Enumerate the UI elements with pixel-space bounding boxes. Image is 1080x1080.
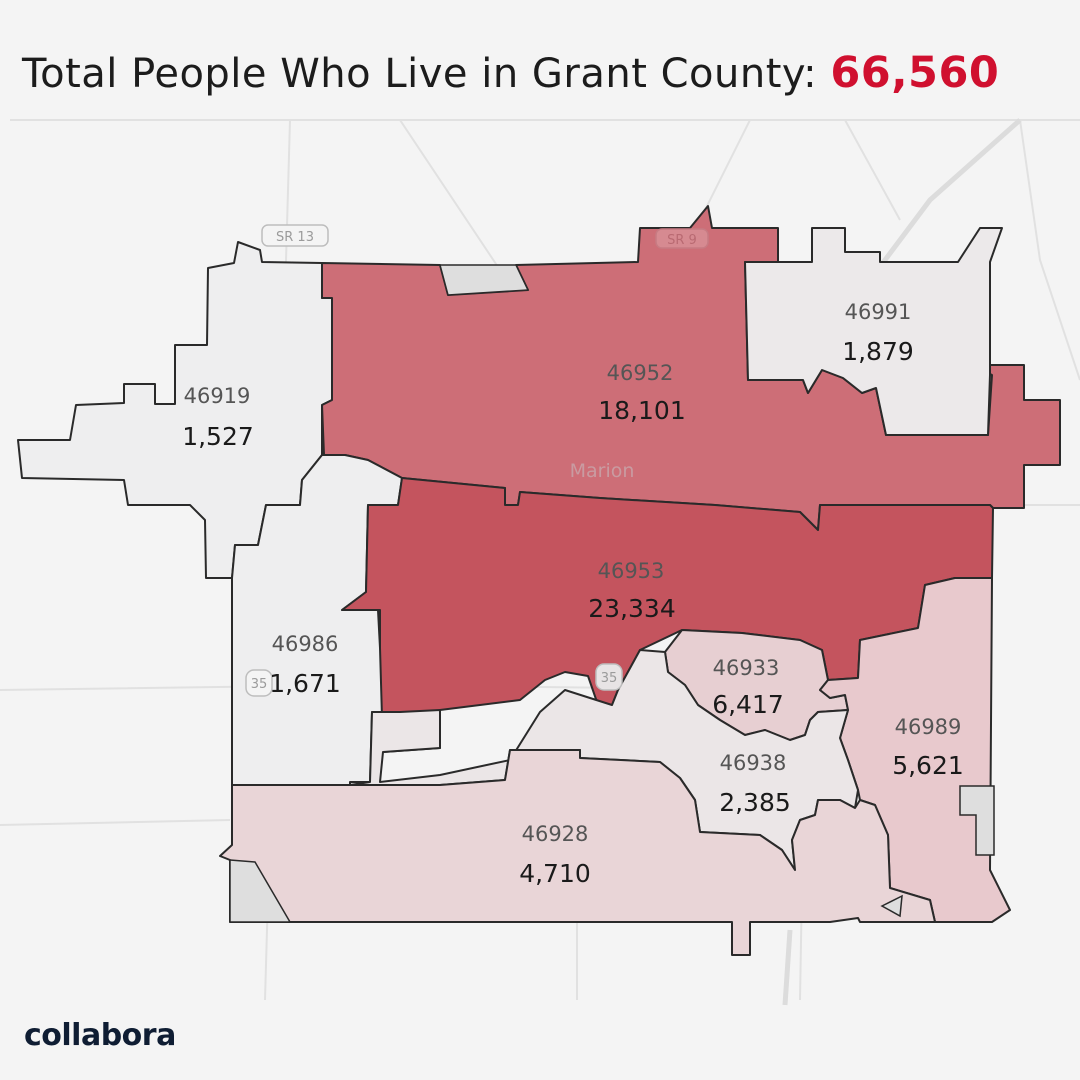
svg-text:46986: 46986 [272, 632, 339, 656]
route-shield-sr13: SR 13 [261, 224, 329, 247]
zip-label-46991: 46991 1,879 [842, 300, 914, 366]
title-text: Total People Who Live in Grant County: [22, 51, 818, 97]
svg-text:5,621: 5,621 [892, 751, 964, 780]
svg-text:46991: 46991 [845, 300, 912, 324]
uncovered-area-southwest [229, 859, 292, 923]
svg-text:6,417: 6,417 [712, 690, 784, 719]
svg-text:1,879: 1,879 [842, 337, 914, 366]
route-shield-us35-west: 35 [245, 669, 273, 697]
svg-text:1,527: 1,527 [182, 422, 254, 451]
route-shield-sr9: SR 9 [655, 228, 709, 249]
page-title: Total People Who Live in Grant County: 6… [22, 48, 999, 98]
zip-label-46953: 46953 23,334 [588, 559, 675, 623]
zip-label-46938: 46938 2,385 [719, 751, 791, 817]
svg-text:18,101: 18,101 [598, 396, 685, 425]
city-label-marion: Marion [570, 460, 635, 482]
zip-label-46952: 46952 18,101 [598, 361, 685, 425]
svg-text:46919: 46919 [184, 384, 251, 408]
zip-label-46928: 46928 4,710 [519, 822, 591, 888]
uncovered-area-north [439, 264, 530, 296]
zip-label-46989: 46989 5,621 [892, 715, 964, 780]
zip-label-46986: 46986 1,671 [269, 632, 341, 698]
svg-text:46989: 46989 [895, 715, 962, 739]
svg-text:4,710: 4,710 [519, 859, 591, 888]
svg-text:23,334: 23,334 [588, 594, 675, 623]
svg-text:2,385: 2,385 [719, 788, 791, 817]
svg-text:SR 9: SR 9 [667, 233, 697, 248]
zip-area-46991[interactable] [744, 227, 1003, 436]
svg-text:35: 35 [601, 671, 618, 686]
uncovered-area-east [959, 785, 995, 856]
uncovered-area-southeast [880, 894, 903, 918]
svg-text:SR 13: SR 13 [276, 230, 314, 245]
svg-text:1,671: 1,671 [269, 669, 341, 698]
svg-text:46952: 46952 [607, 361, 674, 385]
svg-text:35: 35 [251, 677, 268, 692]
svg-text:46938: 46938 [720, 751, 787, 775]
collabora-logo: collabora [24, 1018, 176, 1053]
svg-text:46953: 46953 [598, 559, 665, 583]
total-population: 66,560 [830, 48, 1000, 98]
route-shield-us35-east: 35 [595, 663, 623, 691]
svg-text:46928: 46928 [522, 822, 589, 846]
zip-area-46928[interactable] [219, 749, 936, 956]
svg-text:46933: 46933 [713, 656, 780, 680]
zip-label-46933: 46933 6,417 [712, 656, 784, 719]
zip-label-46919: 46919 1,527 [182, 384, 254, 451]
